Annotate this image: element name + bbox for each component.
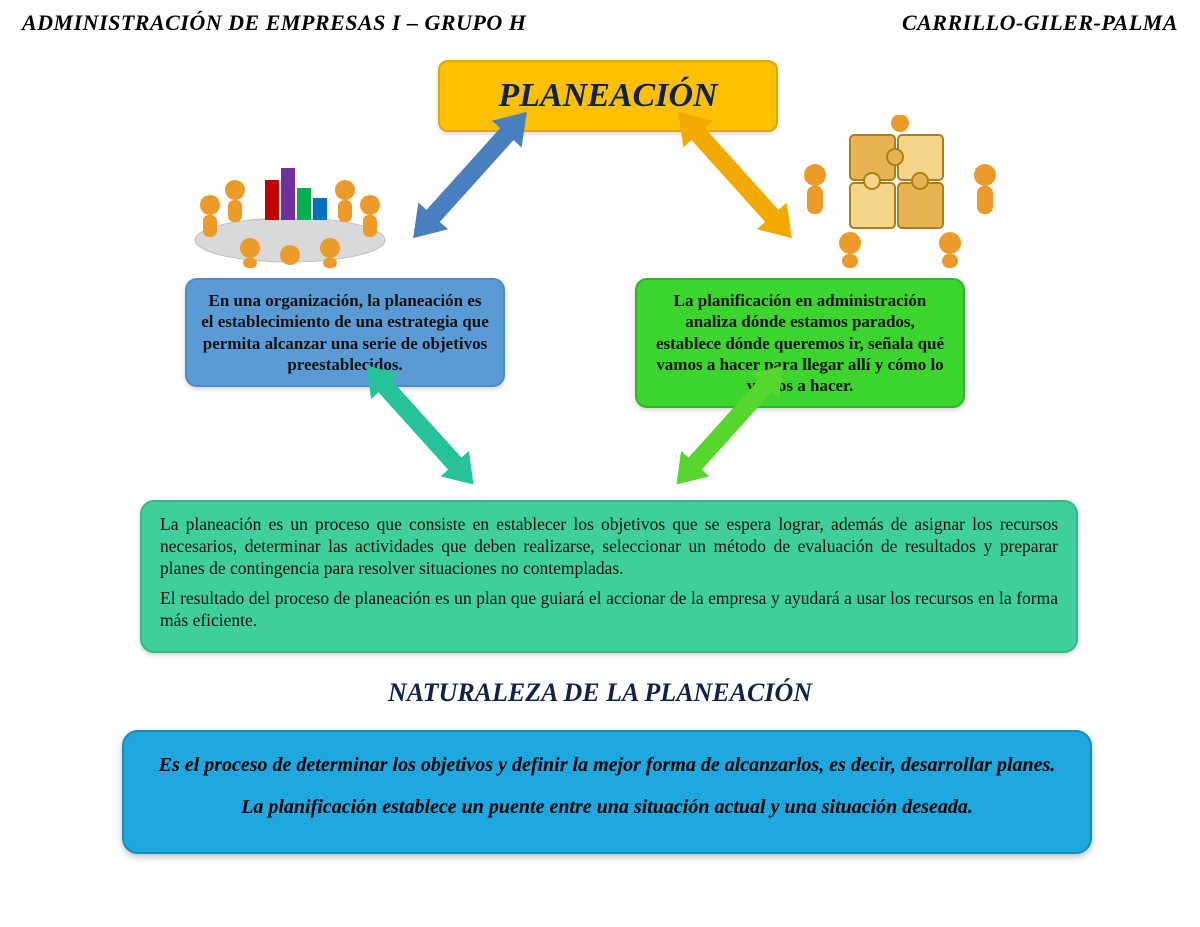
header-right: CARRILLO-GILER-PALMA <box>902 10 1178 36</box>
nature-p1: Es el proceso de determinar los objetivo… <box>154 750 1060 780</box>
definition-left-text: En una organización, la planeación es el… <box>201 291 489 374</box>
meeting-table-illustration <box>175 120 405 270</box>
nature-box: Es el proceso de determinar los objetivo… <box>122 730 1092 854</box>
definition-box-right: La planificación en administración anali… <box>635 278 965 408</box>
process-p2: El resultado del proceso de planeación e… <box>160 588 1058 632</box>
nature-p2: La planificación establece un puente ent… <box>154 792 1060 822</box>
nature-title: NATURALEZA DE LA PLANEACIÓN <box>0 678 1200 708</box>
definition-box-left: En una organización, la planeación es el… <box>185 278 505 387</box>
process-p1: La planeación es un proceso que consiste… <box>160 514 1058 580</box>
puzzle-people-illustration <box>790 115 1010 270</box>
process-box: La planeación es un proceso que consiste… <box>140 500 1078 653</box>
header-left: ADMINISTRACIÓN DE EMPRESAS I – GRUPO H <box>22 10 526 36</box>
page-header: ADMINISTRACIÓN DE EMPRESAS I – GRUPO H C… <box>0 0 1200 36</box>
